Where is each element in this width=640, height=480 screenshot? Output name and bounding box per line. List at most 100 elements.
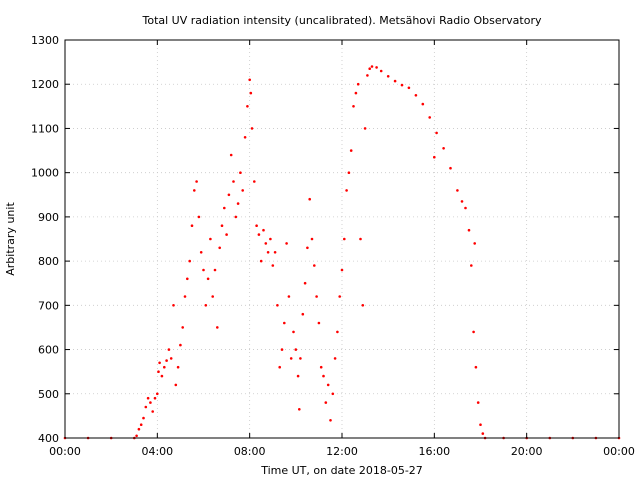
data-point: [476, 401, 480, 404]
data-point: [246, 105, 249, 108]
x-tick-label: 12:00: [326, 445, 358, 458]
data-point: [135, 434, 138, 438]
data-point: [211, 295, 214, 298]
data-point: [368, 67, 372, 70]
data-point: [241, 189, 244, 192]
data-point: [273, 251, 277, 254]
data-point: [234, 215, 238, 219]
data-points: [63, 65, 621, 440]
data-point: [306, 246, 309, 250]
data-point: [345, 189, 348, 192]
y-tick-label: 500: [38, 388, 59, 401]
data-point: [363, 127, 367, 130]
data-point: [269, 237, 272, 241]
y-tick-label: 800: [38, 255, 59, 268]
y-tick-label: 400: [38, 432, 59, 445]
data-point: [317, 321, 321, 325]
data-point: [366, 74, 369, 77]
data-point: [176, 365, 180, 369]
data-point: [156, 392, 159, 396]
x-tick-label: 20:00: [511, 445, 543, 458]
data-point: [481, 432, 485, 435]
y-tick-label: 1100: [31, 122, 59, 135]
y-axis: 400 500 600 700 800 900 1000 1100 1200 1300: [31, 34, 619, 445]
data-point: [271, 264, 275, 267]
data-point: [467, 228, 471, 232]
data-point: [163, 365, 166, 369]
data-point: [172, 304, 175, 307]
data-point: [386, 75, 390, 78]
data-point: [264, 242, 268, 245]
data-point: [160, 374, 164, 378]
data-point: [340, 268, 344, 272]
data-point: [315, 295, 318, 298]
y-tick-label: 1200: [31, 78, 59, 91]
chart-title: Total UV radiation intensity (uncalibrat…: [142, 14, 542, 27]
data-point: [283, 321, 286, 325]
data-point: [310, 237, 314, 241]
data-point: [338, 295, 342, 298]
y-tick-label: 600: [38, 344, 59, 357]
data-point: [473, 242, 477, 245]
data-point: [319, 365, 323, 369]
data-point: [225, 233, 228, 236]
y-tick-label: 1300: [31, 34, 59, 47]
data-point: [285, 242, 288, 245]
data-point: [239, 171, 242, 174]
data-point: [149, 401, 152, 404]
data-point: [301, 312, 305, 316]
data-point: [190, 224, 194, 227]
data-point: [146, 396, 150, 400]
data-point: [479, 423, 482, 427]
data-point: [294, 348, 298, 351]
data-point: [255, 224, 258, 227]
grid-lines: [65, 40, 619, 438]
data-point: [199, 251, 203, 254]
data-point: [347, 171, 351, 174]
y-axis-label: Arbitrary unit: [4, 202, 17, 276]
x-tick-label: 08:00: [234, 445, 266, 458]
data-point: [227, 193, 231, 197]
data-point: [464, 206, 467, 210]
data-point: [460, 200, 464, 203]
data-point: [324, 401, 328, 404]
data-point: [186, 277, 189, 281]
data-point: [213, 268, 217, 272]
data-point: [165, 359, 168, 362]
data-point: [257, 233, 261, 236]
data-point: [157, 370, 160, 374]
data-point: [167, 348, 171, 351]
data-point: [292, 330, 295, 334]
data-point: [336, 330, 339, 334]
data-point: [223, 206, 226, 210]
data-point: [195, 180, 198, 183]
data-point: [142, 416, 145, 420]
data-point: [250, 127, 254, 130]
data-point: [470, 264, 473, 267]
data-point: [220, 224, 224, 227]
data-point: [229, 153, 233, 157]
data-point: [151, 410, 154, 413]
y-tick-label: 1000: [31, 167, 59, 180]
data-point: [249, 91, 253, 95]
data-point: [287, 295, 291, 298]
x-tick-label: 00:00: [603, 445, 635, 458]
y-tick-label: 700: [38, 299, 59, 312]
data-point: [259, 259, 263, 263]
data-point: [428, 116, 432, 119]
data-point: [331, 392, 335, 396]
data-point: [206, 277, 210, 281]
y-tick-label: 900: [38, 211, 59, 224]
x-tick-label: 04:00: [141, 445, 173, 458]
x-tick-label: 16:00: [418, 445, 450, 458]
data-point: [359, 237, 362, 241]
data-point: [193, 189, 196, 192]
data-point: [449, 166, 452, 170]
data-point: [248, 78, 251, 82]
data-point: [313, 264, 316, 267]
data-point: [266, 251, 270, 254]
data-point: [218, 246, 221, 250]
data-point: [296, 374, 300, 378]
data-point: [278, 365, 282, 369]
